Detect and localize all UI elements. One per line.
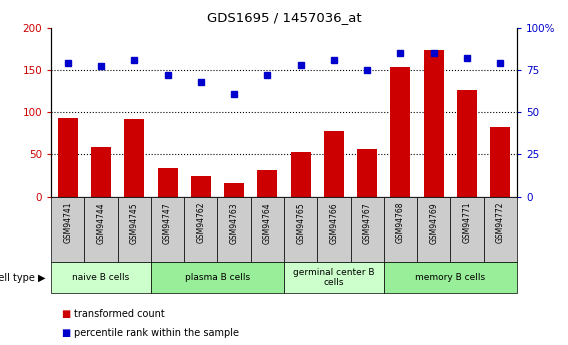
Text: GSM94766: GSM94766 bbox=[329, 202, 339, 244]
Text: ■: ■ bbox=[61, 328, 70, 338]
Text: GSM94767: GSM94767 bbox=[363, 202, 371, 244]
Bar bbox=[184, 197, 218, 262]
Text: GSM94771: GSM94771 bbox=[462, 202, 471, 243]
Text: GSM94768: GSM94768 bbox=[396, 202, 405, 243]
Bar bbox=[51, 197, 85, 262]
Bar bbox=[417, 197, 450, 262]
Bar bbox=[357, 149, 377, 197]
Title: GDS1695 / 1457036_at: GDS1695 / 1457036_at bbox=[207, 11, 361, 24]
Bar bbox=[284, 197, 318, 262]
Text: cell type ▶: cell type ▶ bbox=[0, 273, 45, 283]
Text: GSM94762: GSM94762 bbox=[197, 202, 205, 243]
Bar bbox=[483, 197, 517, 262]
Bar bbox=[490, 127, 510, 197]
Bar bbox=[85, 197, 118, 262]
Bar bbox=[151, 262, 284, 293]
Bar bbox=[91, 147, 111, 197]
Text: GSM94747: GSM94747 bbox=[163, 202, 172, 244]
Bar bbox=[218, 197, 250, 262]
Text: percentile rank within the sample: percentile rank within the sample bbox=[74, 328, 239, 338]
Bar bbox=[257, 170, 277, 197]
Bar bbox=[291, 152, 311, 197]
Bar bbox=[284, 262, 384, 293]
Bar bbox=[51, 262, 151, 293]
Bar bbox=[157, 168, 178, 197]
Bar bbox=[390, 67, 411, 197]
Bar bbox=[124, 119, 144, 197]
Bar bbox=[191, 176, 211, 197]
Text: GSM94741: GSM94741 bbox=[63, 202, 72, 243]
Bar bbox=[58, 118, 78, 197]
Text: GSM94745: GSM94745 bbox=[130, 202, 139, 244]
Bar bbox=[450, 197, 483, 262]
Text: GSM94765: GSM94765 bbox=[296, 202, 305, 244]
Bar bbox=[384, 197, 417, 262]
Text: transformed count: transformed count bbox=[74, 309, 165, 319]
Bar bbox=[224, 183, 244, 197]
Bar bbox=[250, 197, 284, 262]
Bar bbox=[350, 197, 384, 262]
Text: GSM94772: GSM94772 bbox=[496, 202, 505, 243]
Text: germinal center B
cells: germinal center B cells bbox=[293, 268, 375, 287]
Text: GSM94744: GSM94744 bbox=[97, 202, 106, 244]
Text: ■: ■ bbox=[61, 309, 70, 319]
Bar bbox=[151, 197, 184, 262]
Text: naive B cells: naive B cells bbox=[72, 273, 130, 282]
Text: GSM94764: GSM94764 bbox=[263, 202, 272, 244]
Text: plasma B cells: plasma B cells bbox=[185, 273, 250, 282]
Bar bbox=[324, 131, 344, 197]
Bar bbox=[384, 262, 517, 293]
Text: GSM94763: GSM94763 bbox=[229, 202, 239, 244]
Bar bbox=[118, 197, 151, 262]
Bar bbox=[424, 50, 444, 197]
Text: memory B cells: memory B cells bbox=[415, 273, 486, 282]
Bar bbox=[457, 90, 477, 197]
Text: GSM94769: GSM94769 bbox=[429, 202, 438, 244]
Bar bbox=[318, 197, 350, 262]
